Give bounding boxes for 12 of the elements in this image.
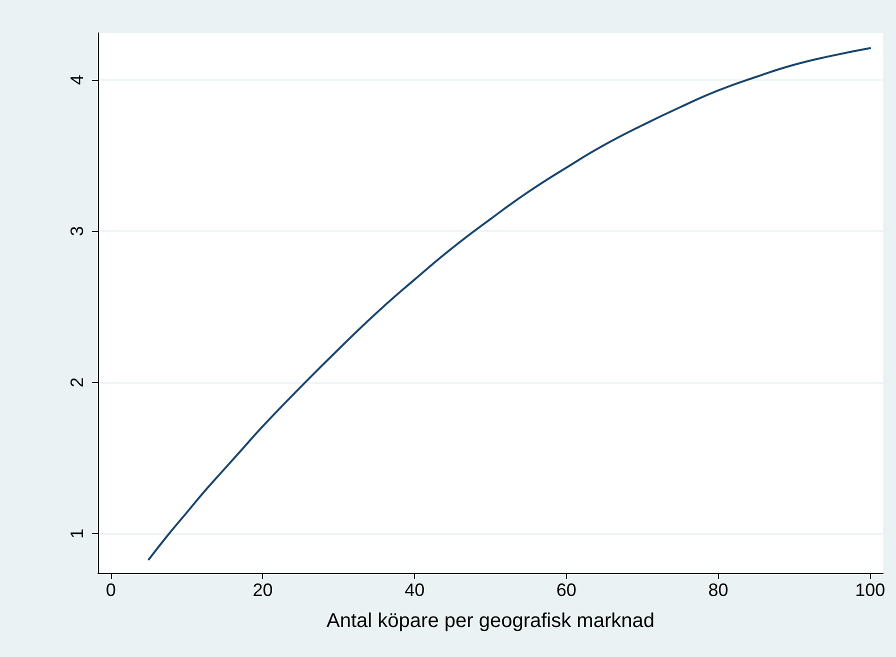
x-tick-label: 40 — [404, 580, 425, 600]
x-tick-label: 20 — [252, 580, 273, 600]
x-tick-label: 100 — [855, 580, 886, 600]
y-tick-label: 2 — [67, 377, 87, 388]
line-series — [148, 47, 872, 560]
x-tick-label: 80 — [708, 580, 728, 600]
y-tick-label: 1 — [67, 528, 87, 539]
y-tick-label: 4 — [67, 74, 87, 85]
x-tick-label: 0 — [106, 580, 116, 600]
x-tick-label: 60 — [556, 580, 576, 600]
y-tick-label: 3 — [67, 226, 87, 236]
x-axis-title: Antal köpare per geografisk marknad — [326, 610, 654, 632]
